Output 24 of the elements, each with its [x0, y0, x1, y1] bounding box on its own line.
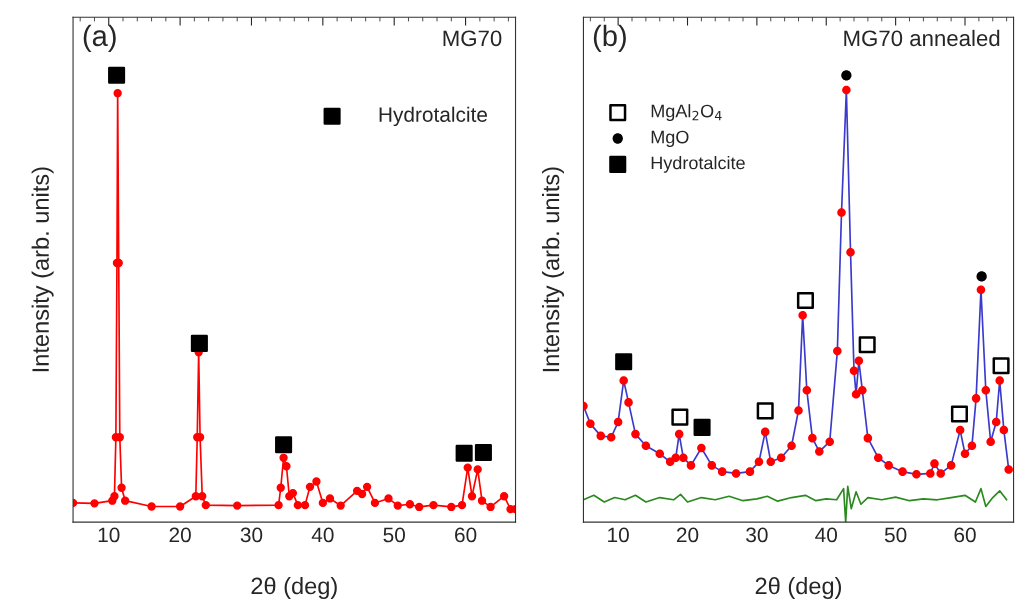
x-tick-label: 60 — [455, 527, 477, 543]
x-tick-label: 10 — [98, 527, 120, 543]
x-tick-label: 40 — [815, 527, 838, 543]
y-axis-title: Intensity (arb. units) — [31, 167, 54, 372]
x-tick-label: 10 — [608, 527, 629, 543]
y-axis-title: Intensity (arb. units) — [541, 167, 564, 372]
x-tick-label: 50 — [383, 527, 405, 543]
x-tick-label: 50 — [884, 527, 907, 543]
text: MG70 — [443, 30, 502, 47]
text: (b) — [593, 24, 626, 52]
x-tick-label: 20 — [676, 527, 699, 543]
text: MG70 annealed — [844, 29, 1000, 47]
legend-label: MgAl$_{2}$O$_{4}$ — [651, 104, 722, 121]
legend-label: MgO — [651, 130, 689, 147]
x-tick-label: 40 — [311, 527, 334, 543]
x-tick-label: 20 — [169, 527, 191, 543]
legend-label: Hydrotalcite — [379, 106, 488, 127]
text: (a) — [83, 24, 116, 52]
x-tick-label: 30 — [240, 527, 263, 543]
x-axis-title: 2θ (deg) — [251, 576, 337, 599]
x-tick-label: 30 — [746, 527, 768, 543]
x-tick-label: 60 — [954, 527, 976, 543]
legend-label: Hydrotalcite — [651, 156, 745, 173]
x-axis-title: 2θ (deg) — [755, 576, 842, 599]
